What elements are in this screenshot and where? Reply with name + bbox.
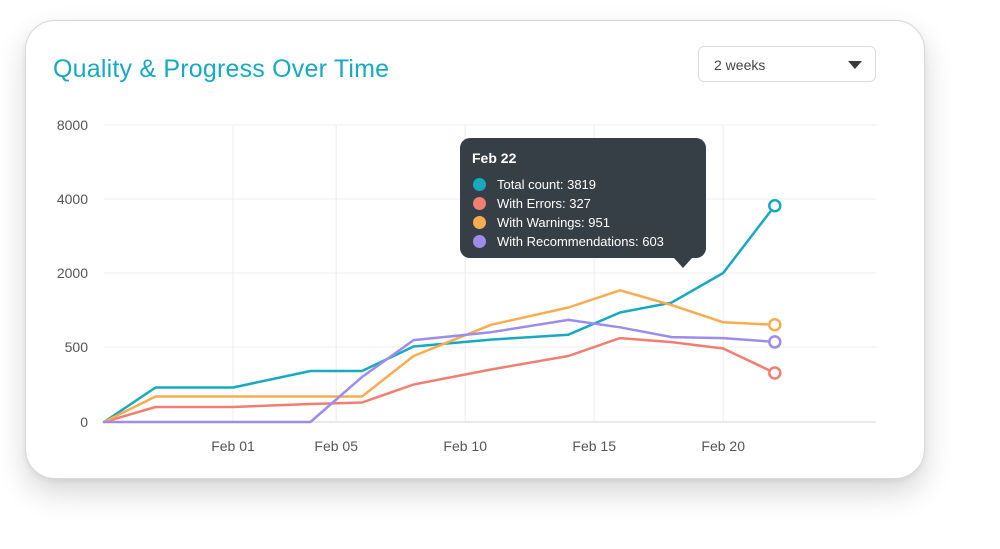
chart-title: Quality & Progress Over Time [53, 55, 390, 83]
tooltip-row-warnings: With Warnings: 951 [472, 213, 694, 232]
y-tick-label: 0 [80, 414, 88, 430]
time-range-dropdown[interactable]: 2 weeks [698, 46, 876, 82]
series-point-with-errors[interactable] [768, 366, 782, 380]
tooltip-row-recommendations: With Recommendations: 603 [472, 232, 694, 251]
series-point-total-count[interactable] [768, 198, 782, 213]
tooltip-label-errors: With Errors: 327 [497, 196, 591, 211]
y-tick-label: 8000 [57, 117, 88, 133]
series-point-with-recommendations[interactable] [768, 335, 782, 349]
tooltip-dot-recommendations [473, 235, 486, 248]
chart-card: Quality & Progress Over Time 2 weeks [25, 20, 925, 479]
data-tooltip: Feb 22 Total count: 3819 With Errors: 32… [460, 138, 706, 268]
x-tick-label: Feb 05 [314, 438, 358, 454]
y-tick-label: 4000 [57, 191, 88, 207]
tooltip-row-total: Total count: 3819 [472, 175, 694, 194]
x-tick-label: Feb 15 [572, 438, 616, 454]
series-line-total-count [102, 204, 777, 424]
tooltip-dot-warnings [473, 216, 486, 229]
axis-labels: 0 500 2000 4000 8000 Feb 01 Feb 05 Feb 10 Feb 15… [57, 117, 745, 454]
series-point-with-warnings[interactable] [768, 318, 782, 332]
tooltip-row-errors: With Errors: 327 [472, 194, 694, 213]
tooltip-label-recommendations: With Recommendations: 603 [497, 234, 664, 249]
series-line-with-recommendations [102, 318, 777, 424]
tooltip-dot-errors [473, 197, 486, 210]
time-range-value: 2 weeks [714, 57, 766, 73]
chevron-down-icon [848, 61, 862, 69]
series-lines [102, 198, 782, 424]
tooltip-label-total: Total count: 3819 [497, 177, 597, 192]
series-line-with-warnings [102, 289, 777, 424]
x-tick-label: Feb 10 [443, 438, 487, 454]
x-tick-label: Feb 20 [701, 438, 745, 454]
y-tick-label: 500 [65, 339, 89, 355]
y-tick-label: 2000 [57, 265, 88, 281]
series-line-with-errors [102, 336, 777, 424]
tooltip-label-warnings: With Warnings: 951 [497, 215, 610, 230]
tooltip-title: Feb 22 [472, 150, 517, 166]
x-tick-label: Feb 01 [211, 438, 255, 454]
tooltip-dot-total [473, 178, 486, 191]
